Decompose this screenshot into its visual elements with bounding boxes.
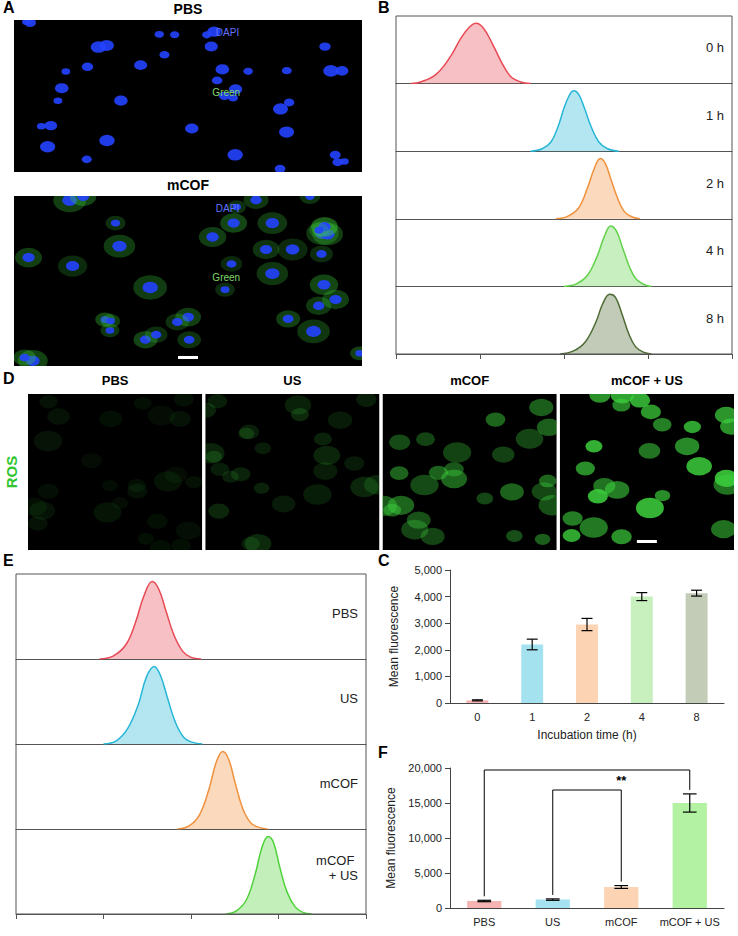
svg-text:PBS: PBS bbox=[174, 1, 203, 17]
svg-text:**: ** bbox=[616, 773, 627, 788]
svg-text:Mean fluorescence: Mean fluorescence bbox=[384, 787, 398, 889]
svg-text:Mean fluorescence: Mean fluorescence bbox=[387, 585, 401, 687]
svg-text:mCOF: mCOF bbox=[320, 776, 358, 791]
svg-text:2: 2 bbox=[584, 711, 590, 723]
html-text:C: C bbox=[378, 552, 390, 569]
html-text:A: A bbox=[3, 0, 15, 16]
svg-text:15,000: 15,000 bbox=[408, 797, 442, 809]
svg-text:2 h: 2 h bbox=[706, 176, 724, 191]
svg-text:PBS: PBS bbox=[473, 916, 495, 928]
svg-text:20,000: 20,000 bbox=[408, 762, 442, 774]
svg-text:Green: Green bbox=[212, 272, 240, 283]
html-text:D: D bbox=[3, 370, 15, 387]
svg-text:4: 4 bbox=[639, 711, 645, 723]
svg-text:Green: Green bbox=[212, 87, 240, 98]
svg-text:1: 1 bbox=[529, 711, 535, 723]
svg-text:mCOF + US: mCOF + US bbox=[660, 916, 720, 928]
svg-text:0: 0 bbox=[436, 697, 442, 709]
svg-text:DAPI: DAPI bbox=[216, 203, 239, 214]
svg-text:5,000: 5,000 bbox=[414, 564, 442, 576]
svg-text:0: 0 bbox=[474, 711, 480, 723]
svg-text:mCOF: mCOF bbox=[167, 177, 209, 193]
svg-text:Incubation time (h): Incubation time (h) bbox=[537, 728, 636, 742]
svg-text:1,000: 1,000 bbox=[414, 670, 442, 682]
svg-text:8: 8 bbox=[694, 711, 700, 723]
svg-text:mCOF + US: mCOF + US bbox=[611, 373, 683, 388]
svg-text:PBS: PBS bbox=[102, 373, 129, 388]
svg-text:3,000: 3,000 bbox=[414, 617, 442, 629]
svg-text:US: US bbox=[283, 373, 301, 388]
svg-text:mCOF: mCOF bbox=[316, 853, 358, 868]
svg-text:ROS: ROS bbox=[3, 456, 20, 489]
svg-text:10,000: 10,000 bbox=[408, 832, 442, 844]
svg-text:US: US bbox=[340, 691, 358, 706]
svg-text:PBS: PBS bbox=[332, 606, 358, 621]
svg-text:4 h: 4 h bbox=[706, 243, 724, 258]
html-text:F: F bbox=[378, 744, 388, 761]
svg-text:8 h: 8 h bbox=[706, 311, 724, 326]
svg-text:+ US: + US bbox=[329, 868, 359, 883]
html-text:E: E bbox=[3, 552, 14, 569]
svg-text:0 h: 0 h bbox=[706, 40, 724, 55]
svg-text:mCOF: mCOF bbox=[450, 373, 489, 388]
svg-text:2,000: 2,000 bbox=[414, 644, 442, 656]
svg-text:US: US bbox=[545, 916, 560, 928]
svg-text:4,000: 4,000 bbox=[414, 591, 442, 603]
svg-text:0: 0 bbox=[436, 902, 442, 914]
svg-text:5,000: 5,000 bbox=[414, 867, 442, 879]
svg-text:DAPI: DAPI bbox=[216, 27, 239, 38]
svg-text:1 h: 1 h bbox=[706, 108, 724, 123]
svg-text:mCOF: mCOF bbox=[605, 916, 638, 928]
html-text:B: B bbox=[378, 0, 390, 16]
